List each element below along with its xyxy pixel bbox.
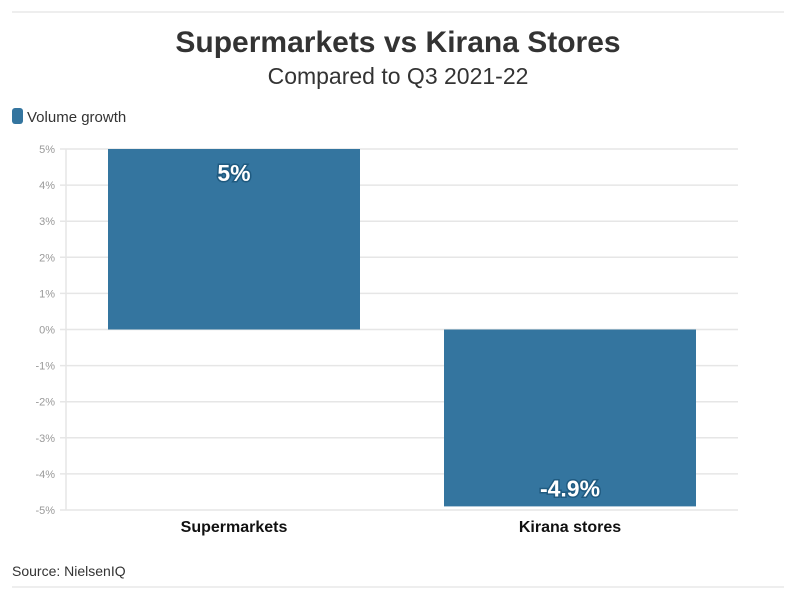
chart-title: Supermarkets vs Kirana Stores [175,26,620,59]
y-tick-label: 5% [39,144,55,156]
y-tick-label: -3% [35,433,55,445]
data-label: 5% [217,160,250,186]
bar[interactable] [108,149,360,330]
data-label: -4.9% [540,475,600,501]
legend-swatch [12,108,23,124]
source-note: Source: NielsenIQ [12,563,126,579]
y-tick-label: 4% [39,180,55,192]
y-tick-label: 1% [39,288,55,300]
y-tick-label: -2% [35,397,55,409]
legend-label: Volume growth [27,109,126,126]
y-tick-label: -5% [35,505,55,517]
chart-subtitle: Compared to Q3 2021-22 [268,63,529,89]
y-tick-label: 0% [39,325,55,337]
bar[interactable] [444,329,696,507]
y-tick-label: 2% [39,252,55,264]
y-tick-label: -4% [35,469,55,481]
y-tick-label: 3% [39,216,55,228]
x-tick-label: Supermarkets [181,519,288,536]
x-tick-label: Kirana stores [519,519,621,536]
y-tick-label: -1% [35,361,55,373]
